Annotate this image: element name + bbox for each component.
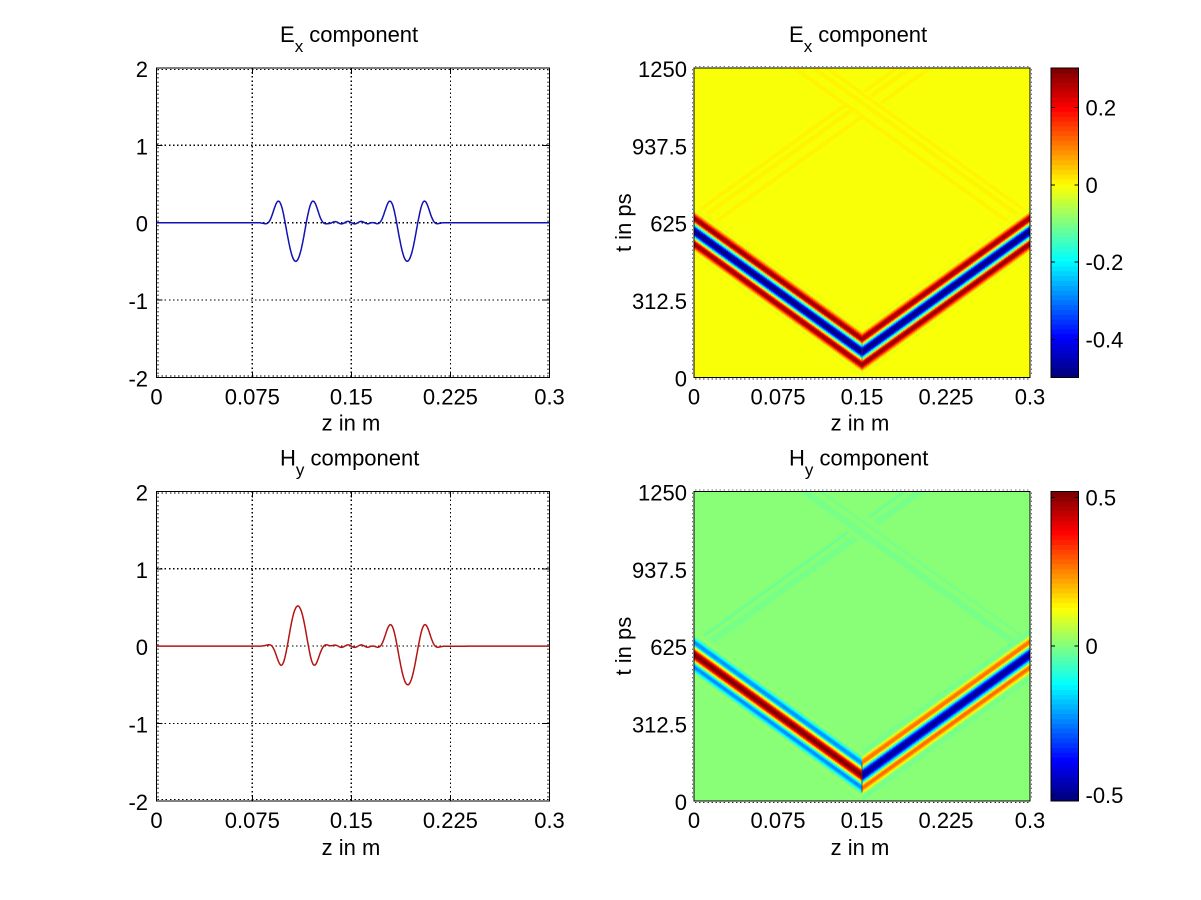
svg-text:0.3: 0.3 [534, 808, 565, 833]
svg-text:0: 0 [675, 790, 687, 815]
svg-text:-2: -2 [128, 366, 148, 391]
svg-text:1250: 1250 [638, 57, 687, 82]
svg-text:0.3: 0.3 [1015, 385, 1046, 410]
svg-text:625: 625 [650, 635, 687, 660]
svg-text:-2: -2 [128, 790, 148, 815]
svg-text:312.5: 312.5 [632, 289, 687, 314]
svg-text:312.5: 312.5 [632, 713, 687, 738]
svg-text:t in ps: t in ps [611, 617, 636, 676]
svg-text:0.225: 0.225 [918, 385, 973, 410]
svg-text:0.3: 0.3 [1015, 808, 1046, 833]
svg-text:0.2: 0.2 [1086, 95, 1117, 120]
svg-text:0.3: 0.3 [534, 385, 565, 410]
svg-text:0.075: 0.075 [225, 808, 280, 833]
svg-text:1: 1 [136, 558, 148, 583]
svg-text:1: 1 [136, 134, 148, 159]
svg-text:0.15: 0.15 [330, 808, 373, 833]
svg-text:0.15: 0.15 [841, 808, 884, 833]
svg-text:-1: -1 [128, 289, 148, 314]
svg-text:Hy component: Hy component [280, 446, 419, 480]
svg-text:0.075: 0.075 [750, 808, 805, 833]
svg-text:z in m: z in m [831, 835, 890, 860]
svg-text:0: 0 [136, 212, 148, 237]
svg-text:937.5: 937.5 [632, 134, 687, 159]
svg-text:0.15: 0.15 [330, 385, 373, 410]
svg-text:0: 0 [1086, 173, 1098, 198]
svg-text:1250: 1250 [638, 481, 687, 506]
svg-text:Hy component: Hy component [789, 446, 928, 480]
svg-text:0.225: 0.225 [423, 808, 478, 833]
svg-text:-0.4: -0.4 [1086, 327, 1124, 352]
svg-text:0: 0 [150, 385, 162, 410]
svg-text:Ex component: Ex component [280, 22, 418, 56]
svg-text:0: 0 [1086, 634, 1098, 659]
svg-text:937.5: 937.5 [632, 558, 687, 583]
svg-text:Ex component: Ex component [789, 22, 927, 56]
svg-text:2: 2 [136, 57, 148, 82]
svg-text:0.225: 0.225 [423, 385, 478, 410]
svg-text:2: 2 [136, 481, 148, 506]
svg-text:0: 0 [136, 635, 148, 660]
svg-text:625: 625 [650, 212, 687, 237]
svg-text:0.075: 0.075 [225, 385, 280, 410]
svg-text:0.15: 0.15 [841, 385, 884, 410]
svg-text:0: 0 [150, 808, 162, 833]
svg-text:0: 0 [688, 808, 700, 833]
svg-text:0.225: 0.225 [918, 808, 973, 833]
svg-text:z in m: z in m [322, 835, 381, 860]
svg-text:-0.2: -0.2 [1086, 250, 1124, 275]
svg-text:z in m: z in m [831, 411, 890, 436]
svg-text:t in ps: t in ps [611, 193, 636, 252]
svg-text:0: 0 [675, 366, 687, 391]
svg-text:-1: -1 [128, 713, 148, 738]
svg-text:z in m: z in m [322, 411, 381, 436]
svg-text:-0.5: -0.5 [1086, 783, 1124, 808]
svg-text:0.5: 0.5 [1086, 485, 1117, 510]
svg-text:0: 0 [688, 385, 700, 410]
svg-text:0.075: 0.075 [750, 385, 805, 410]
